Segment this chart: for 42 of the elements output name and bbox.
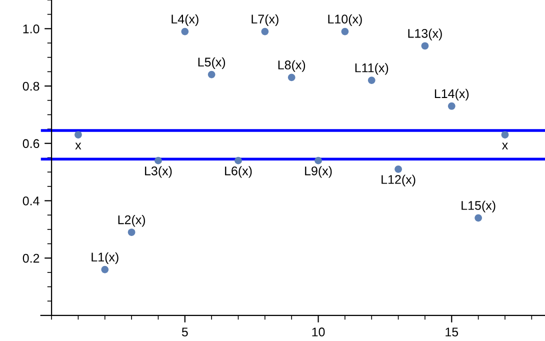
point bbox=[501, 131, 509, 138]
annotation: L7(x) bbox=[252, 14, 278, 26]
y-tick-label: 0.6 bbox=[22, 139, 40, 148]
point bbox=[448, 102, 456, 110]
point bbox=[261, 28, 269, 36]
x-tick-label: 10 bbox=[312, 328, 325, 336]
annotation: L6(x) bbox=[225, 166, 252, 178]
annotation: L9(x) bbox=[305, 166, 332, 178]
y-tick-label: 0.4 bbox=[22, 196, 40, 206]
annotation: L8(x) bbox=[278, 60, 306, 72]
y-tick-label: 1.0 bbox=[23, 24, 40, 34]
point bbox=[421, 42, 429, 50]
annotation: L14(x) bbox=[434, 88, 469, 101]
point bbox=[101, 266, 109, 274]
annotation: L2(x) bbox=[118, 215, 146, 227]
point bbox=[368, 76, 376, 84]
point bbox=[154, 156, 162, 164]
annotation: L1(x) bbox=[92, 252, 118, 264]
y-tick-label: 0.2 bbox=[22, 254, 40, 263]
point bbox=[208, 70, 216, 78]
annotation: L3(x) bbox=[145, 166, 172, 178]
point bbox=[234, 156, 242, 164]
annotation: L11(x) bbox=[355, 63, 388, 75]
annotation: L15(x) bbox=[462, 200, 496, 212]
point bbox=[181, 28, 189, 36]
annotation: x bbox=[75, 142, 82, 150]
y-tick-label: 0.8 bbox=[22, 82, 40, 91]
point bbox=[128, 228, 136, 236]
annotation: L4(x) bbox=[172, 14, 198, 26]
annotation: L10(x) bbox=[328, 14, 362, 26]
x-tick-label: 5 bbox=[182, 328, 188, 336]
annotation: L5(x) bbox=[198, 57, 226, 69]
point bbox=[288, 74, 296, 82]
point bbox=[314, 156, 322, 164]
point bbox=[474, 214, 482, 222]
point bbox=[341, 28, 349, 36]
x-tick-label: 15 bbox=[446, 328, 458, 336]
point bbox=[74, 131, 82, 138]
annotation: x bbox=[502, 142, 508, 150]
annotation: L13(x) bbox=[408, 28, 442, 40]
point bbox=[394, 166, 402, 173]
annotation: L12(x) bbox=[382, 174, 416, 186]
